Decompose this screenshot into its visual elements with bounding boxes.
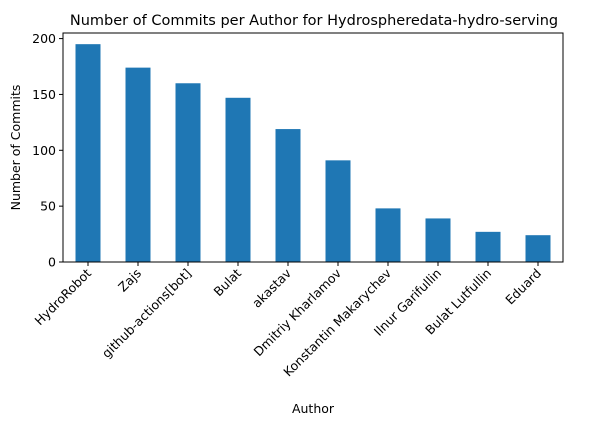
y-tick-label: 0 [48,255,56,270]
x-tick-label: Dmitriy Kharlamov [250,265,344,359]
x-tick-label: HydroRobot [32,265,95,328]
plot-frame [62,32,564,263]
x-tick-label: github-actions[bot] [99,266,194,361]
y-tick-label: 100 [32,143,56,158]
bar [525,235,551,262]
bar [175,83,201,262]
bar [225,97,251,262]
x-axis-label: Author [292,401,335,416]
bar [125,67,151,262]
x-tick-label: akastav [249,265,295,311]
chart-title: Number of Commits per Author for Hydrosp… [70,13,558,29]
bar [275,129,301,262]
y-axis-ticks: 0 50 100 150 200 [32,31,63,270]
bar [475,231,501,262]
y-tick-label: 50 [40,199,56,214]
bar [325,160,351,262]
x-tick-label: Eduard [502,266,544,308]
y-tick-label: 200 [32,31,56,46]
bars-group [75,44,551,262]
y-axis-label: Number of Commits [8,85,23,211]
x-tick-label: Bulat [211,265,245,299]
bar [375,208,401,262]
y-tick-label: 150 [32,87,56,102]
bar [75,44,101,262]
bar [425,218,451,262]
x-tick-label: Zajs [115,266,144,295]
